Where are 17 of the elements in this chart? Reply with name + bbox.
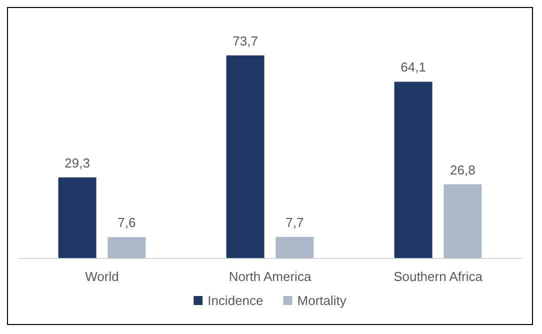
legend-label: Incidence [208,293,264,308]
data-label: 7,7 [286,214,304,230]
bar [108,237,146,258]
bar [276,236,314,258]
x-tick-label: North America [228,269,312,284]
bar [226,55,264,258]
x-tick-label: Southern Africa [394,269,484,284]
data-label: 64,1 [400,60,426,75]
bar [444,184,482,258]
data-label: 26,8 [450,162,476,178]
x-tick-label: World [85,269,119,284]
bar [58,177,96,258]
legend-label: Mortality [297,293,347,308]
data-label: 7,6 [118,215,136,230]
data-label: 73,7 [232,33,258,48]
data-label: 29,3 [64,155,90,170]
bar [394,82,432,258]
